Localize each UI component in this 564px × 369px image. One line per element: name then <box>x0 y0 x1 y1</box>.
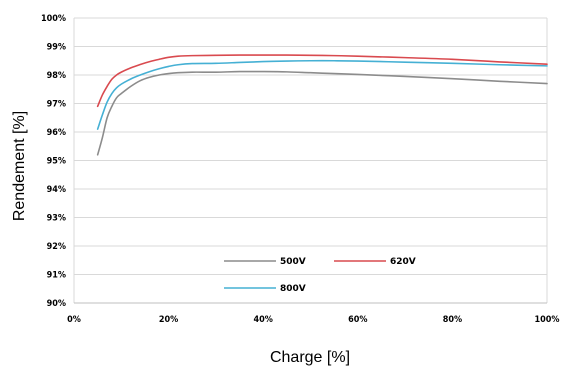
y-tick-label: 90% <box>47 299 66 309</box>
x-tick-label: 80% <box>443 315 462 325</box>
y-tick-label: 95% <box>47 157 66 167</box>
x-tick-label: 100% <box>534 315 559 325</box>
legend-label-620V: 620V <box>390 257 416 267</box>
legend: 500V 620V 800V <box>224 257 416 294</box>
y-tick-label: 98% <box>47 71 66 81</box>
series-line-500V <box>96 70 548 156</box>
y-tick-label: 93% <box>47 214 66 224</box>
x-tick-label: 40% <box>254 315 273 325</box>
y-tick-label: 92% <box>47 242 66 252</box>
series-lines <box>96 54 548 156</box>
x-axis-title: Charge [%] <box>270 349 350 366</box>
gridlines <box>74 17 547 304</box>
x-tick-label: 20% <box>159 315 178 325</box>
legend-label-800V: 800V <box>280 284 306 294</box>
y-tick-label: 100% <box>41 14 66 24</box>
axes: 90% 91% 92% 93% 94% 95% 96% 97% 98% 99% 100% 0% 20% 4… <box>41 14 560 325</box>
series-line-620V <box>96 54 548 108</box>
y-tick-label: 96% <box>47 128 66 138</box>
y-tick-label: 99% <box>47 43 66 53</box>
y-axis-title: Rendement [%] <box>11 111 28 221</box>
y-tick-label: 91% <box>47 271 66 281</box>
series-line-800V <box>96 59 548 130</box>
y-tick-label: 94% <box>47 185 66 195</box>
legend-label-500V: 500V <box>280 257 306 267</box>
x-tick-label: 60% <box>348 315 367 325</box>
x-tick-label: 0% <box>67 315 81 325</box>
y-tick-label: 97% <box>47 100 66 110</box>
